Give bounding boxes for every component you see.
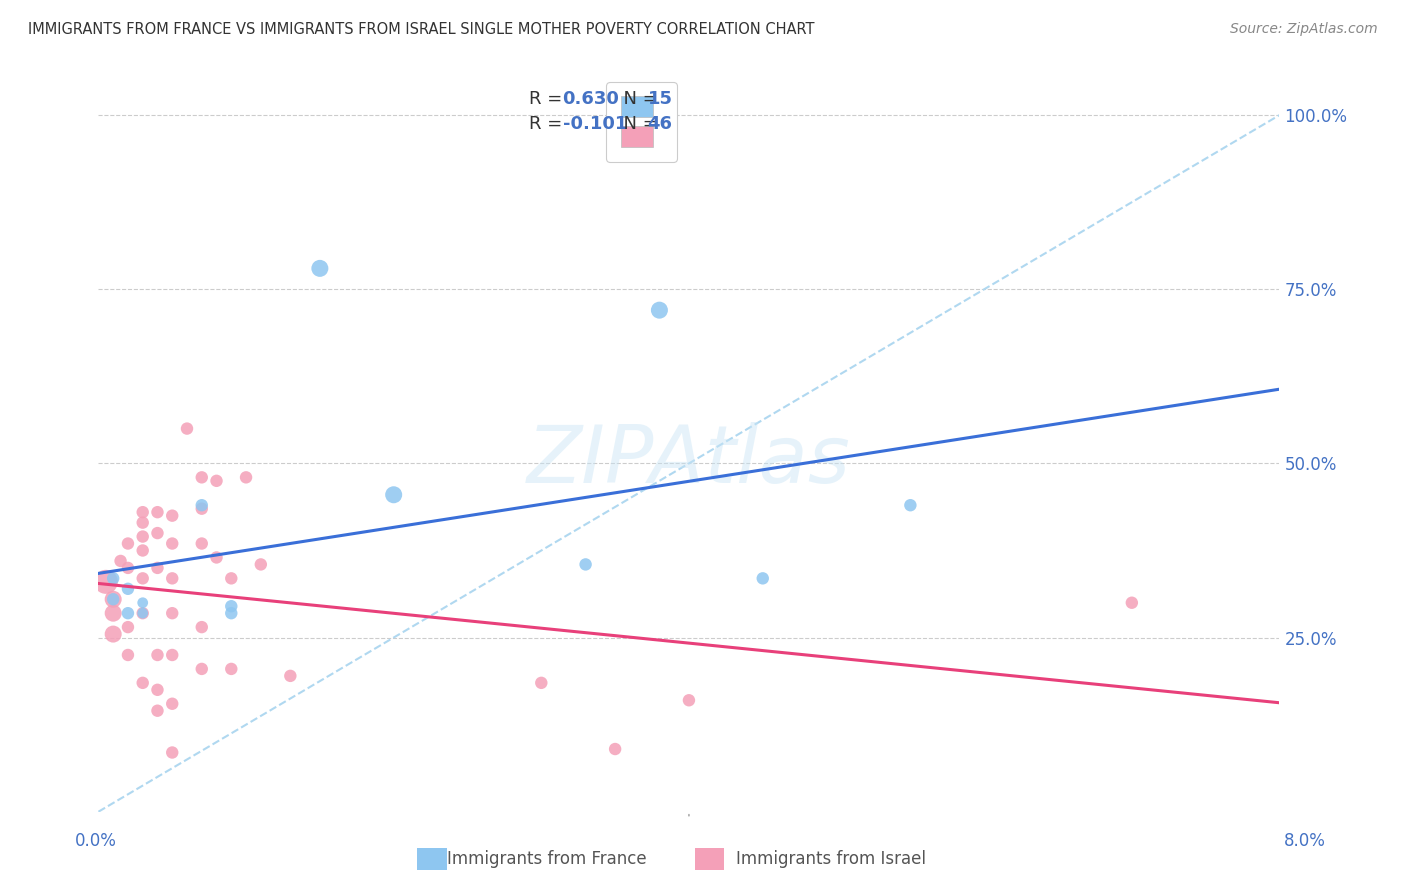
Point bbox=[103, 592, 125, 607]
Text: ZIPAtlas: ZIPAtlas bbox=[527, 422, 851, 500]
Point bbox=[162, 648, 183, 662]
Point bbox=[205, 474, 228, 488]
Point bbox=[162, 536, 183, 550]
FancyBboxPatch shape bbox=[695, 848, 724, 871]
Point bbox=[146, 561, 169, 575]
Point bbox=[648, 303, 671, 318]
Point bbox=[132, 543, 155, 558]
Point bbox=[146, 704, 169, 718]
Point bbox=[205, 550, 228, 565]
Point bbox=[117, 606, 139, 620]
Point bbox=[132, 530, 155, 544]
Point bbox=[132, 596, 155, 610]
Point bbox=[117, 648, 139, 662]
Point bbox=[309, 261, 332, 276]
Point bbox=[176, 421, 198, 435]
Point bbox=[132, 516, 155, 530]
Point bbox=[103, 571, 125, 585]
Point bbox=[221, 571, 243, 585]
Point bbox=[191, 498, 214, 512]
Point bbox=[117, 561, 139, 575]
Point bbox=[191, 536, 214, 550]
Text: IMMIGRANTS FROM FRANCE VS IMMIGRANTS FROM ISRAEL SINGLE MOTHER POVERTY CORRELATI: IMMIGRANTS FROM FRANCE VS IMMIGRANTS FRO… bbox=[28, 22, 814, 37]
Point bbox=[146, 505, 169, 519]
Point bbox=[162, 746, 183, 760]
Point bbox=[162, 697, 183, 711]
Point bbox=[117, 536, 139, 550]
Text: 8.0%: 8.0% bbox=[1284, 831, 1326, 849]
Point bbox=[94, 574, 117, 589]
Point bbox=[530, 676, 553, 690]
Text: -0.101: -0.101 bbox=[562, 115, 627, 133]
Text: Source: ZipAtlas.com: Source: ZipAtlas.com bbox=[1230, 22, 1378, 37]
Point bbox=[103, 606, 125, 620]
Text: 0.630: 0.630 bbox=[562, 89, 620, 108]
Point bbox=[221, 599, 243, 614]
Point bbox=[191, 470, 214, 484]
Point bbox=[191, 620, 214, 634]
Point bbox=[1121, 596, 1143, 610]
Point bbox=[575, 558, 598, 572]
Point bbox=[162, 508, 183, 523]
Text: Immigrants from Israel: Immigrants from Israel bbox=[735, 850, 925, 868]
Point bbox=[103, 592, 125, 607]
Text: R =: R = bbox=[530, 115, 568, 133]
Point bbox=[117, 620, 139, 634]
Point bbox=[110, 554, 132, 568]
Point bbox=[900, 498, 922, 512]
Point bbox=[678, 693, 700, 707]
Point bbox=[191, 501, 214, 516]
Text: 46: 46 bbox=[648, 115, 672, 133]
Legend: , : , bbox=[606, 82, 676, 161]
Point bbox=[132, 505, 155, 519]
Point bbox=[605, 742, 627, 756]
Point bbox=[191, 662, 214, 676]
Point bbox=[132, 606, 155, 620]
Point bbox=[382, 488, 405, 502]
Point bbox=[280, 669, 302, 683]
Point bbox=[146, 526, 169, 541]
Point bbox=[132, 676, 155, 690]
Point bbox=[752, 571, 775, 585]
Point bbox=[235, 470, 257, 484]
Point bbox=[162, 571, 183, 585]
Point bbox=[103, 627, 125, 641]
Text: 15: 15 bbox=[648, 89, 672, 108]
Point bbox=[146, 648, 169, 662]
Text: 0.0%: 0.0% bbox=[75, 831, 117, 849]
Text: R =: R = bbox=[530, 89, 568, 108]
Text: Immigrants from France: Immigrants from France bbox=[447, 850, 647, 868]
Point bbox=[221, 606, 243, 620]
Point bbox=[132, 606, 155, 620]
Point bbox=[221, 662, 243, 676]
Point bbox=[250, 558, 273, 572]
Point bbox=[132, 571, 155, 585]
Point bbox=[146, 682, 169, 697]
FancyBboxPatch shape bbox=[418, 848, 447, 871]
Text: N =: N = bbox=[612, 89, 664, 108]
Point bbox=[162, 606, 183, 620]
Text: N =: N = bbox=[612, 115, 664, 133]
Point bbox=[117, 582, 139, 596]
